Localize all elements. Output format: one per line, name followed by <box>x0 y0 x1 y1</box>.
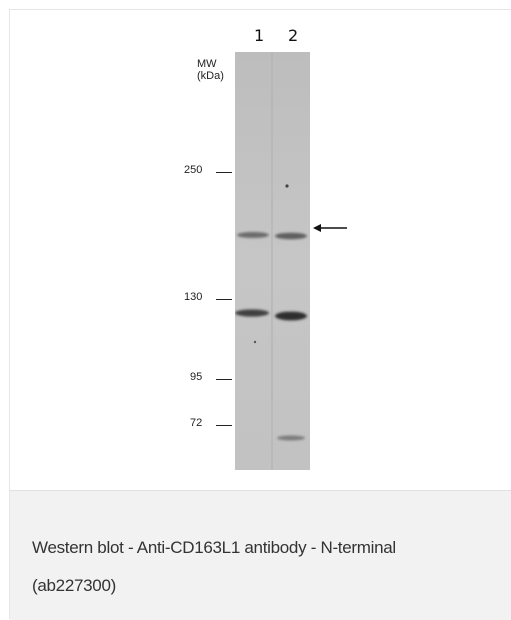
marker-label-95: 95 <box>190 371 203 383</box>
lane-number-2: 2 <box>288 26 299 45</box>
mw-title-line1: MW <box>197 58 217 70</box>
marker-tick-250 <box>216 172 232 173</box>
lane-separator <box>271 52 273 470</box>
western-blot-figure: 1 2 MW (kDa) 250 130 95 72 <box>10 10 511 490</box>
speck-2 <box>253 340 257 344</box>
mw-axis-title: MW (kDa) <box>197 58 224 82</box>
blot-membrane <box>235 52 310 470</box>
figure-card: 1 2 MW (kDa) 250 130 95 72 <box>9 9 511 620</box>
band-lane1-130 <box>235 309 269 317</box>
figure-caption: Western blot - Anti-CD163L1 antibody - N… <box>32 529 502 605</box>
speck-1 <box>285 184 289 188</box>
target-band-arrow-icon <box>313 224 347 232</box>
band-lane2-target <box>275 232 307 240</box>
marker-label-72: 72 <box>190 417 203 429</box>
marker-tick-72 <box>216 425 232 426</box>
caption-panel: Western blot - Anti-CD163L1 antibody - N… <box>10 490 511 620</box>
marker-tick-95 <box>216 379 232 380</box>
marker-label-130: 130 <box>184 291 203 303</box>
lane-number-1: 1 <box>254 26 265 45</box>
mw-title-line2: (kDa) <box>197 70 224 82</box>
marker-tick-130 <box>216 299 232 300</box>
caption-line-1: Western blot - Anti-CD163L1 antibody - N… <box>32 538 396 557</box>
band-lane1-target <box>237 232 269 238</box>
marker-label-250: 250 <box>184 164 203 176</box>
band-lane2-low <box>277 435 305 441</box>
band-lane2-130 <box>275 311 307 321</box>
caption-line-2: (ab227300) <box>32 576 116 595</box>
